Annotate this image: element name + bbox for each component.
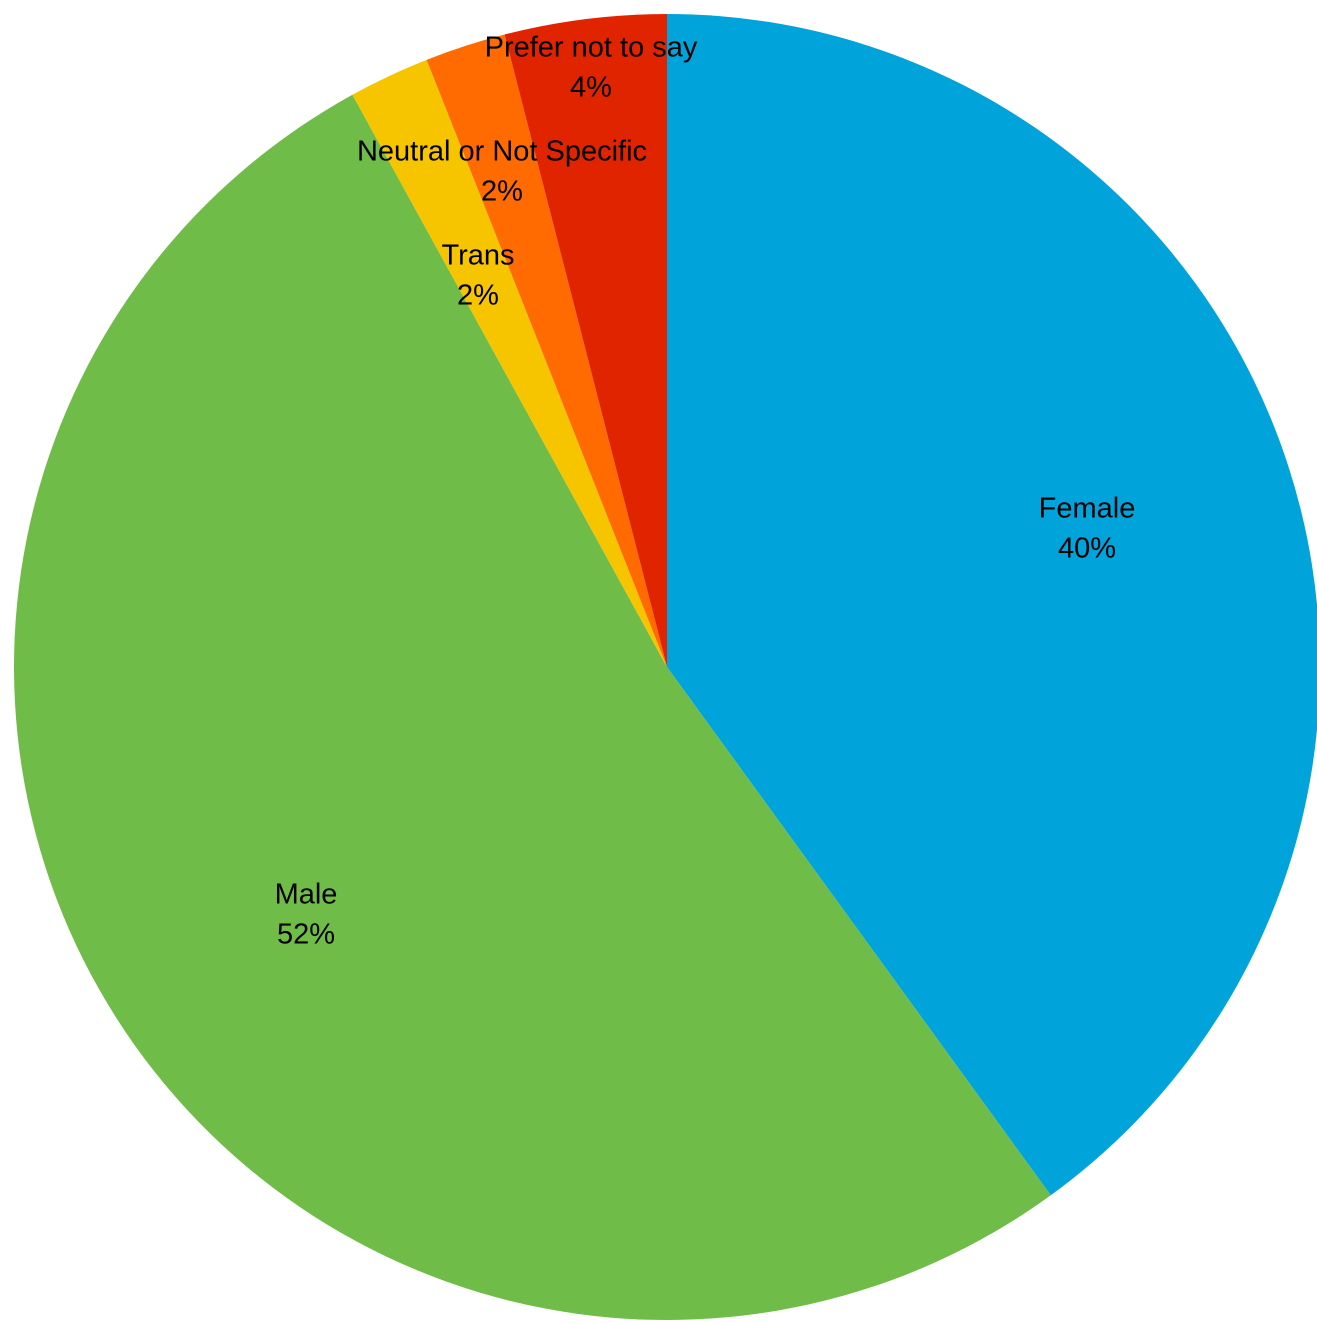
slice-value-label-female: 40%: [1058, 533, 1116, 565]
slice-value-label-prefer-not-to-say: 4%: [570, 72, 612, 104]
pie-labels: Female 40% Male 52% Trans 2% Neutral or Not Sp…: [275, 32, 1136, 951]
pie-slices: [14, 13, 1317, 1320]
slice-male: [14, 94, 1051, 1320]
slice-prefer-not-to-say: [504, 13, 667, 667]
slice-name-label-neutral-or-not-specific: Neutral or Not Specific: [357, 136, 647, 168]
slice-trans: [352, 59, 667, 667]
slice-name-label-prefer-not-to-say: Prefer not to say: [485, 32, 698, 64]
slice-name-label-trans: Trans: [441, 240, 514, 272]
slice-value-label-trans: 2%: [457, 280, 499, 312]
slice-name-label-male: Male: [275, 879, 338, 911]
slice-neutral-or-not-specific: [426, 34, 667, 667]
slice-name-label-female: Female: [1039, 493, 1136, 525]
slice-value-label-neutral-or-not-specific: 2%: [481, 176, 523, 208]
slice-female: [667, 14, 1317, 1196]
slice-value-label-male: 52%: [277, 919, 335, 951]
